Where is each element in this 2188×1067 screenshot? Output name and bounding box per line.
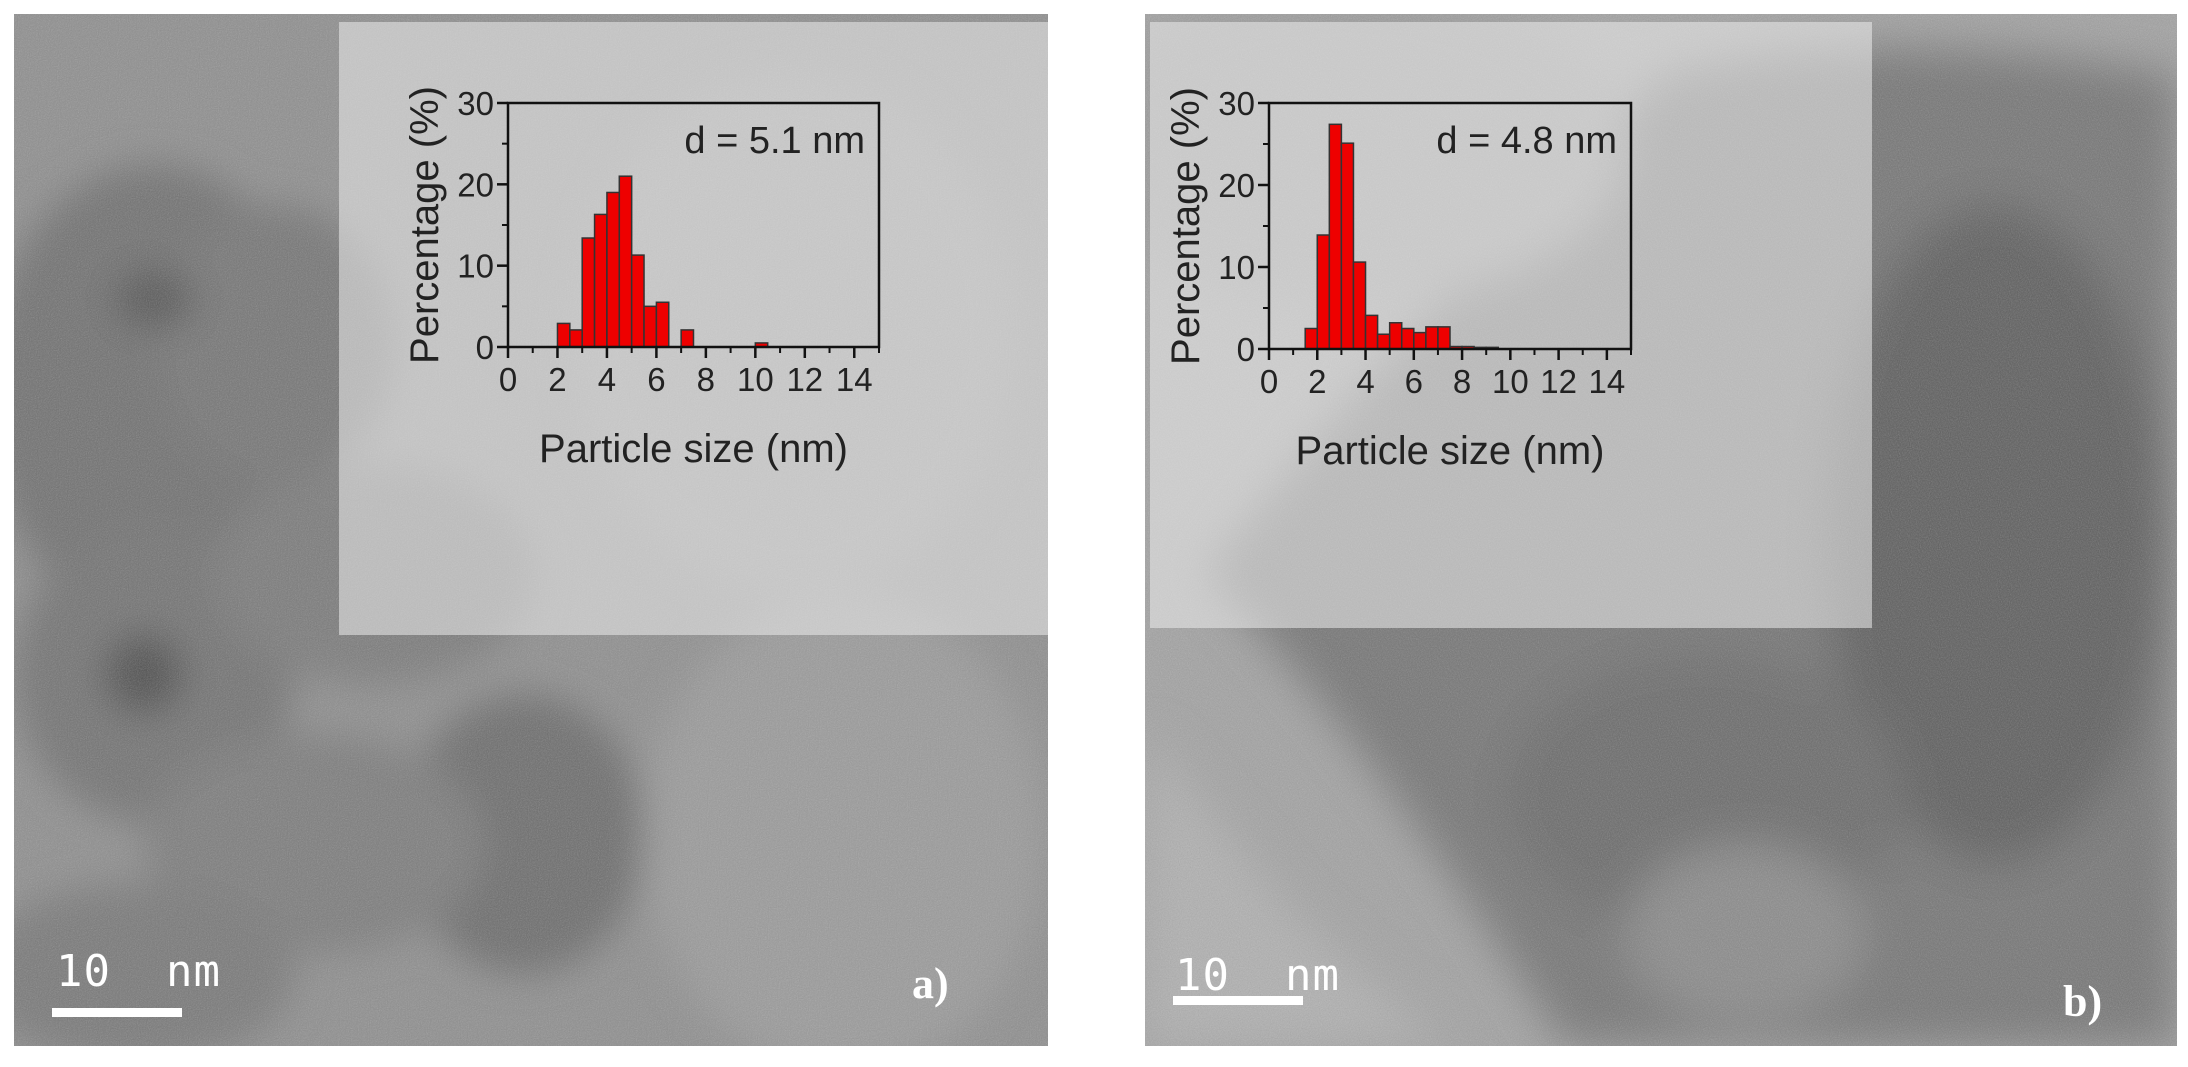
- histogram-bar: [1352, 261, 1367, 350]
- histogram-bar: [1340, 142, 1355, 350]
- x-tick-label: 12: [1540, 363, 1577, 400]
- x-tick-label: 4: [1356, 363, 1374, 400]
- histogram-inset-a: 0 2 4 6 8 10 12 14 0 10 20 30 Particle size (nm) Perc…: [339, 22, 1048, 635]
- histogram-bar: [569, 329, 583, 348]
- x-tick-label: 14: [1589, 363, 1626, 400]
- tem-panel-b: 0 2 4 6 8 10 12 14 0 10 20 30 Particle size (nm) Perc…: [1145, 14, 2177, 1046]
- histogram-bar: [1437, 326, 1451, 350]
- scale-bar-a: [52, 1008, 182, 1017]
- histogram-bar: [606, 191, 621, 348]
- x-tick-label: 0: [499, 361, 517, 398]
- y-axis-label: Percentage (%): [1164, 87, 1208, 365]
- y-tick-label: 30: [1218, 85, 1255, 122]
- y-tick-label: 10: [457, 248, 494, 285]
- y-tick-label: 20: [1218, 167, 1255, 204]
- histogram-inset-b: 0 2 4 6 8 10 12 14 0 10 20 30 Particle size (nm) Perc…: [1150, 22, 1872, 628]
- histogram-bar: [1413, 331, 1427, 350]
- y-tick-label: 10: [1218, 249, 1255, 286]
- y-tick-label: 30: [457, 85, 494, 122]
- histogram-bar: [1400, 327, 1415, 350]
- x-tick-label: 2: [1308, 363, 1326, 400]
- x-tick-label: 8: [697, 361, 715, 398]
- histogram-bar: [1425, 326, 1439, 350]
- y-tick-label: 0: [1237, 331, 1255, 368]
- x-tick-label: 10: [737, 361, 774, 398]
- histogram-bar: [630, 254, 645, 348]
- histogram-bar: [1364, 314, 1379, 350]
- mean-size-annotation: d = 4.8 nm: [1436, 120, 1617, 162]
- histogram-bar: [581, 237, 596, 348]
- x-tick-label: 6: [647, 361, 665, 398]
- histogram-bar: [1316, 234, 1331, 350]
- x-tick-label: 14: [836, 361, 873, 398]
- tem-panel-a: 0 2 4 6 8 10 12 14 0 10 20 30 Particle size (nm) Perc…: [14, 14, 1048, 1046]
- histogram-bar: [1388, 322, 1403, 350]
- x-tick-label: 8: [1453, 363, 1471, 400]
- x-axis-label: Particle size (nm): [1296, 429, 1605, 473]
- histogram-bar: [1376, 333, 1391, 350]
- histogram-bar: [556, 322, 571, 348]
- histogram-bar: [618, 175, 633, 348]
- histogram-bar: [1328, 123, 1343, 350]
- histogram-bar: [643, 305, 658, 348]
- x-tick-label: 2: [548, 361, 566, 398]
- panel-label-a: a): [912, 959, 949, 1008]
- scale-bar-label-b: 10 nm: [1175, 950, 1340, 1001]
- y-axis-label: Percentage (%): [403, 86, 447, 364]
- scale-bar-label-a: 10 nm: [56, 946, 221, 997]
- histogram-bar: [593, 213, 608, 348]
- mean-size-annotation: d = 5.1 nm: [684, 120, 865, 162]
- histogram-bar: [1304, 327, 1319, 350]
- y-tick-label: 20: [457, 166, 494, 203]
- histogram-bar: [680, 329, 695, 348]
- histogram-bar: [655, 301, 670, 348]
- scale-bar-b: [1173, 996, 1303, 1005]
- x-tick-label: 4: [598, 361, 616, 398]
- x-tick-label: 12: [786, 361, 823, 398]
- x-tick-label: 10: [1492, 363, 1529, 400]
- y-tick-label: 0: [476, 329, 494, 366]
- x-axis-label: Particle size (nm): [539, 427, 848, 471]
- x-tick-label: 0: [1260, 363, 1278, 400]
- x-tick-label: 6: [1405, 363, 1423, 400]
- panel-label-b: b): [2063, 977, 2103, 1026]
